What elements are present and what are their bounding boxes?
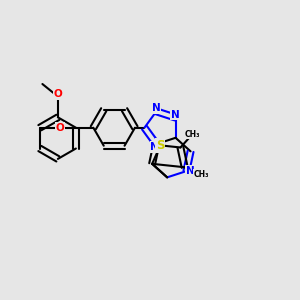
Text: O: O [53, 89, 62, 99]
Text: CH₃: CH₃ [184, 130, 200, 139]
Text: N: N [171, 110, 180, 120]
Text: N: N [186, 166, 194, 176]
Text: S: S [156, 139, 165, 152]
Text: N: N [151, 142, 159, 152]
Text: O: O [56, 123, 65, 133]
Text: N: N [152, 103, 161, 113]
Text: CH₃: CH₃ [193, 170, 209, 179]
